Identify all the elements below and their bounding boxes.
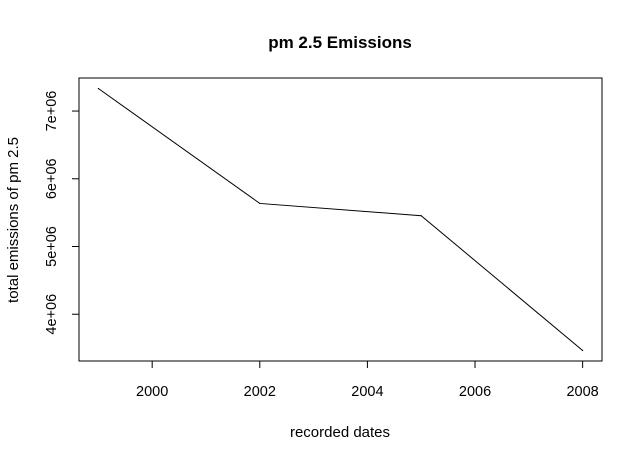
x-axis-label: recorded dates (290, 424, 390, 441)
chart-title: pm 2.5 Emissions (268, 33, 412, 52)
series-line (98, 88, 583, 351)
plot-frame (78, 77, 603, 362)
x-tick-label: 2006 (459, 384, 491, 400)
y-axis-label: total emissions of pm 2.5 (5, 137, 22, 303)
y-axis: 4e+06 5e+06 6e+06 7e+06 (44, 91, 80, 335)
x-axis: 2000 2002 2004 2006 2008 (136, 360, 599, 400)
data-point (97, 87, 99, 90)
data-point (259, 202, 261, 205)
y-tick-label: 5e+06 (44, 226, 60, 267)
x-tick-label: 2002 (244, 384, 276, 400)
data-point (582, 349, 584, 352)
series-layer (97, 87, 584, 352)
x-tick-label: 2000 (136, 384, 168, 400)
x-tick-label: 2008 (566, 384, 598, 400)
y-tick-label: 6e+06 (44, 158, 60, 199)
x-tick-label: 2004 (351, 384, 383, 400)
data-point (420, 215, 422, 217)
y-tick-label: 4e+06 (44, 294, 60, 335)
y-tick-label: 7e+06 (44, 91, 60, 132)
